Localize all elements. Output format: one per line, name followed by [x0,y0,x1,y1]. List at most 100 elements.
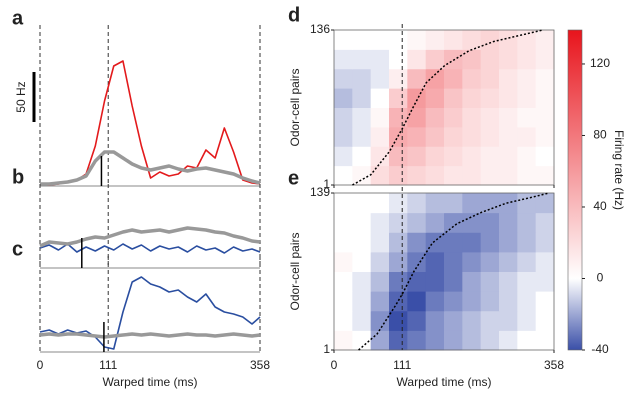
heatmap-cell [444,88,463,108]
heatmap-cell [352,212,372,233]
heatmap-cell [407,88,427,108]
heatmap-cell [480,107,500,128]
colorbar-tick-label: -40 [591,342,609,356]
heatmap-cell [535,107,555,128]
heatmap-cell [407,165,427,186]
x-tick-label: 358 [544,358,564,372]
heatmap-cell [407,310,427,331]
heatmap-cell [370,310,390,331]
heatmap-cell [462,291,482,312]
heatmap-cell [480,165,500,186]
panel-letter: b [12,166,24,188]
heatmap-cell [425,251,445,272]
heatmap-cell [352,232,372,253]
heatmap-cell [389,193,408,214]
heatmap-cell [425,212,445,233]
heatmap-cell [462,193,482,214]
heatmap-cell [389,291,408,312]
heatmap-cell [462,88,482,108]
heatmap-cell [517,107,537,128]
heatmap-cell [334,193,353,214]
heatmap-cell [389,49,408,70]
heatmap-cell [407,232,427,253]
heatmap-cell [535,251,555,272]
heatmap-cell [535,193,555,214]
heatmap-cell [334,212,353,233]
heatmap-cell [334,271,353,292]
y-axis-label: Odor-cell pairs [288,232,302,310]
heatmap-cell [517,146,537,167]
line-series [39,276,261,350]
heatmap-cell [370,251,390,272]
heatmap-cell [389,212,408,233]
colorbar-label: Firing rate (Hz) [612,130,626,210]
heatmap-cell [425,88,445,108]
heatmap-cell [517,68,537,89]
heatmap-cell [407,68,427,89]
heatmap-cell [407,212,427,233]
heatmap-cell [462,330,482,351]
heatmap-cell [444,146,463,167]
heatmap-cell [462,68,482,89]
heatmap-cell [389,330,408,351]
heatmap-cell [352,146,372,167]
heatmap-cell [517,330,537,351]
heatmap-cell [352,271,372,292]
heatmap-cell [499,271,518,292]
heatmap-cell [462,271,482,292]
x-tick-label: 0 [331,358,338,372]
line-series [39,332,261,339]
heatmap-cell [334,291,353,312]
panel-letter: d [288,4,300,26]
heatmap-cell [444,68,463,89]
heatmap-cell [462,310,482,331]
heatmap-cell [499,310,518,331]
heatmap-cell [352,193,372,214]
heatmap-cell [517,271,537,292]
heatmap-cell [499,30,518,50]
heatmap-cell [425,310,445,331]
heatmap-cell [517,88,537,108]
heatmap-cell [389,271,408,292]
heatmap-cell [499,232,518,253]
colorbar-tick-label: 0 [597,271,604,285]
panel-letter: a [12,7,24,29]
colorbar-tick-label: 40 [593,199,607,213]
y-tick-label: 139 [310,185,330,199]
heatmap-cell [462,49,482,70]
heatmap-cell [444,212,463,233]
heatmap-cell [352,30,372,50]
heatmap-cell [370,88,390,108]
heatmap-cell [444,251,463,272]
heatmap-cell [407,291,427,312]
y-tick-label: 1 [323,342,330,356]
heatmap-cell [480,193,500,214]
heatmap-cell [499,68,518,89]
heatmap-cell [425,30,445,50]
heatmap-cell [352,251,372,272]
heatmap-cell [444,330,463,351]
heatmap-cell [499,88,518,108]
heatmap-cell [334,88,353,108]
heatmap-cell [535,68,555,89]
heatmap-cell [517,251,537,272]
heatmap-cell [499,49,518,70]
heatmap-cell [370,291,390,312]
heatmap-cell [480,330,500,351]
heatmap-cell [334,251,353,272]
heatmap-cell [352,330,372,351]
onset-curve [352,29,544,186]
x-axis-label: Warped time (ms) [397,375,492,389]
y-axis-label: Odor-cell pairs [288,68,302,146]
heatmap-cell [462,212,482,233]
heatmap-cell [517,49,537,70]
heatmap-cell [389,68,408,89]
heatmap-cell [444,271,463,292]
heatmap-cell [480,291,500,312]
heatmap-cell [499,165,518,186]
heatmap-cell [499,107,518,128]
heatmap-cell [352,49,372,70]
heatmap-cell [480,271,500,292]
heatmap-cell [389,310,408,331]
